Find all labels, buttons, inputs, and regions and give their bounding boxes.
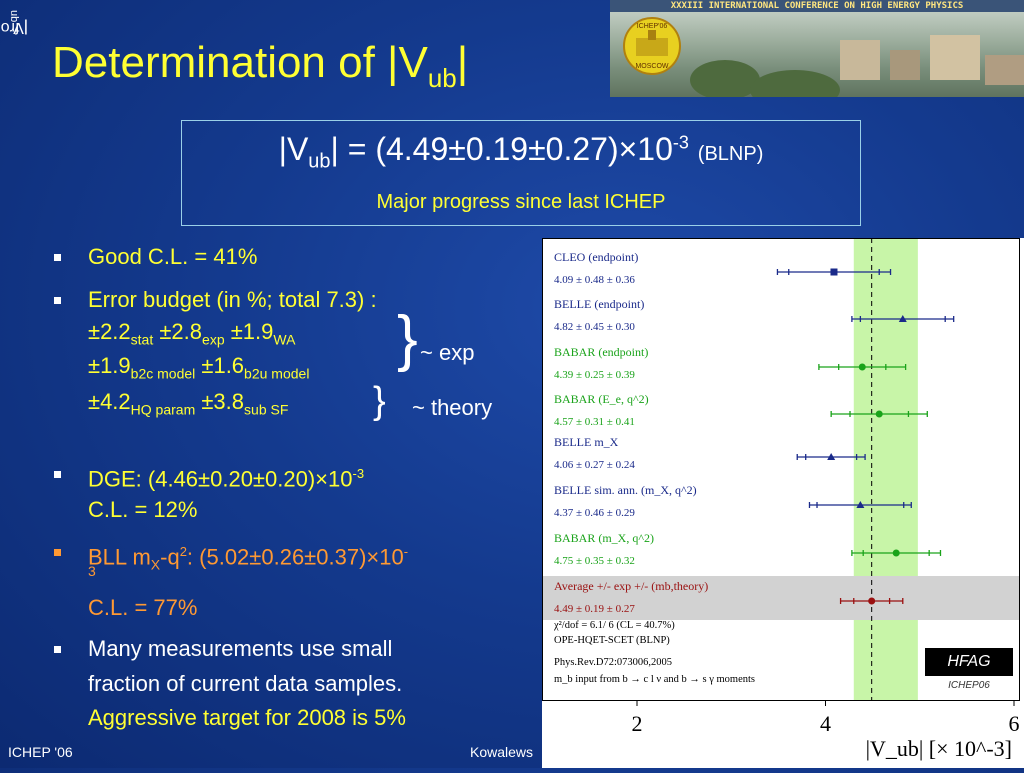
entry-value-7: 4.49 ± 0.19 ± 0.27 xyxy=(554,603,635,615)
entry-marker-7 xyxy=(868,597,876,605)
chart-note-3: m_b input from b → c l ν and b → s γ mom… xyxy=(554,674,755,685)
footer-center: Kowalews xyxy=(470,744,534,760)
entry-marker-0 xyxy=(830,268,838,276)
side-label: |Vub| from inclusive decays xyxy=(0,10,28,36)
entry-value-3: 4.57 ± 0.31 ± 0.41 xyxy=(554,416,635,428)
x-axis-label: |V_ub| [× 10^-3] xyxy=(866,736,1012,761)
entry-value-0: 4.09 ± 0.48 ± 0.36 xyxy=(554,274,635,286)
entry-name-1: BELLE (endpoint) xyxy=(554,297,644,311)
entry-name-0: CLEO (endpoint) xyxy=(554,250,638,264)
entry-marker-1 xyxy=(898,315,907,322)
entry-value-4: 4.06 ± 0.27 ± 0.24 xyxy=(554,459,635,471)
entry-marker-3 xyxy=(875,410,883,418)
entry-marker-4 xyxy=(827,453,836,460)
hfag-chart: CLEO (endpoint) 4.09 ± 0.48 ± 0.36 BELLE (… xyxy=(542,238,1024,768)
theory-brace: } xyxy=(373,380,386,422)
ichep-logo: ICHEP'06 MOSCOW xyxy=(623,17,681,75)
theory-label: ~ theory xyxy=(412,395,493,420)
entry-name-3: BABAR (E_e, q^2) xyxy=(554,392,649,406)
entry-marker-2 xyxy=(858,363,866,371)
entry-value-2: 4.39 ± 0.25 ± 0.39 xyxy=(554,369,635,381)
conference-banner: XXXIII INTERNATIONAL CONFERENCE ON HIGH … xyxy=(610,0,1024,97)
progress-note: Major progress since last ICHEP xyxy=(376,191,666,213)
exp-label: ~ exp xyxy=(420,340,475,365)
hfag-badge: HFAG xyxy=(925,648,1013,676)
banner-text: XXXIII INTERNATIONAL CONFERENCE ON HIGH … xyxy=(610,0,1024,12)
entry-marker-5 xyxy=(856,501,865,508)
x-tick-label-1: 4 xyxy=(820,711,831,736)
x-tick-label-2: 6 xyxy=(1009,711,1020,736)
entry-value-6: 4.75 ± 0.35 ± 0.32 xyxy=(554,555,635,567)
chart-note-2: Phys.Rev.D72:073006,2005 xyxy=(554,657,672,668)
entry-value-1: 4.82 ± 0.45 ± 0.30 xyxy=(554,321,635,333)
result-box: |Vub| = (4.49±0.19±0.27)×10-3 (BLNP) Maj… xyxy=(181,120,861,226)
entry-name-7: Average +/- exp +/- (mb,theory) xyxy=(554,579,708,593)
exp-brace: } xyxy=(397,304,418,373)
slide-title: Determination of |Vub| xyxy=(52,38,469,93)
average-band xyxy=(853,238,918,700)
vub-result: |Vub| = (4.49±0.19±0.27)×10-3 (BLNP) xyxy=(278,131,764,173)
entry-name-5: BELLE sim. ann. (m_X, q^2) xyxy=(554,483,697,497)
svg-text:MOSCOW: MOSCOW xyxy=(635,63,668,70)
chart-svg: CLEO (endpoint) 4.09 ± 0.48 ± 0.36 BELLE (… xyxy=(542,238,1020,761)
entry-name-6: BABAR (m_X, q^2) xyxy=(554,531,654,545)
plot-frame xyxy=(542,238,1020,701)
chart-note-0: χ²/dof = 6.1/ 6 (CL = 40.7%) xyxy=(553,620,675,631)
chart-note-1: OPE-HQET-SCET (BLNP) xyxy=(554,635,670,646)
x-tick-label-0: 2 xyxy=(632,711,643,736)
average-row-bg xyxy=(542,576,1020,620)
entry-value-5: 4.37 ± 0.46 ± 0.29 xyxy=(554,507,635,519)
svg-text:ICHEP'06: ICHEP'06 xyxy=(637,23,668,30)
entry-name-2: BABAR (endpoint) xyxy=(554,345,648,359)
entry-name-4: BELLE m_X xyxy=(554,435,619,449)
entry-marker-6 xyxy=(892,549,900,557)
footer-left: ICHEP '06 xyxy=(8,744,73,760)
hfag-ichep-label: ICHEP06 xyxy=(948,680,990,691)
